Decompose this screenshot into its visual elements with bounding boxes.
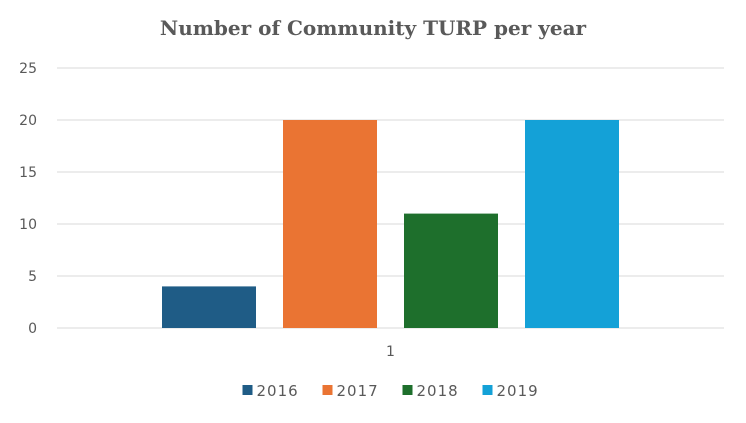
legend-swatch — [322, 385, 333, 395]
legend-label: 2016 — [257, 382, 299, 400]
y-tick-label: 10 — [19, 217, 37, 233]
chart-title: Number of Community TURP per year — [160, 16, 587, 40]
bar-2017 — [283, 120, 377, 328]
x-axis-ticks: 1 — [386, 344, 395, 360]
bar-2019 — [525, 120, 619, 328]
y-tick-label: 5 — [28, 269, 37, 285]
legend-swatch — [482, 385, 493, 395]
legend-item-2016: 2016 — [242, 382, 299, 400]
legend-item-2019: 2019 — [482, 382, 539, 400]
legend-label: 2018 — [417, 382, 459, 400]
bar-2018 — [404, 213, 498, 328]
legend-item-2018: 2018 — [402, 382, 459, 400]
legend-label: 2019 — [497, 382, 539, 400]
x-tick-label: 1 — [386, 344, 395, 360]
legend-swatch — [402, 385, 413, 395]
y-tick-label: 25 — [19, 61, 37, 77]
legend-item-2017: 2017 — [322, 382, 379, 400]
y-tick-label: 20 — [19, 113, 37, 129]
y-tick-label: 0 — [28, 321, 37, 337]
legend-swatch — [242, 385, 253, 395]
bar-2016 — [162, 286, 256, 328]
legend: 2016 2017 2018 2019 — [242, 382, 539, 400]
y-axis-ticks: 0 5 10 15 20 25 — [19, 61, 37, 337]
y-tick-label: 15 — [19, 165, 37, 181]
legend-label: 2017 — [337, 382, 379, 400]
gridlines — [57, 67, 724, 329]
bars — [162, 120, 619, 328]
